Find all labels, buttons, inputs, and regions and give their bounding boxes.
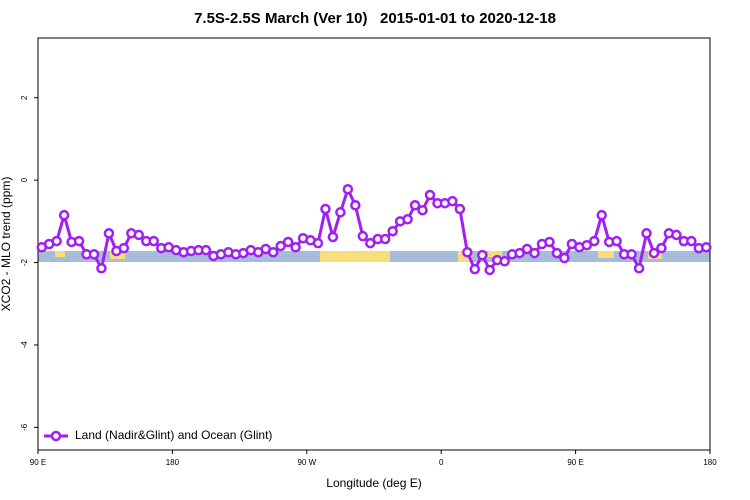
x-tick-label: 180 <box>703 458 717 467</box>
point <box>559 252 570 264</box>
point <box>648 247 660 259</box>
point <box>200 244 212 256</box>
y-tick-label: -2 <box>20 258 29 266</box>
land-band <box>488 251 502 257</box>
point <box>96 263 107 274</box>
point <box>379 233 391 245</box>
x-axis-label: Longitude (deg E) <box>326 476 421 490</box>
land-band <box>598 251 614 258</box>
point <box>447 195 458 207</box>
point <box>327 231 339 243</box>
land-band <box>320 251 390 262</box>
chart-title: 7.5S-2.5S March (Ver 10) 2015-01-01 to 2… <box>194 10 556 27</box>
point <box>701 242 712 253</box>
point <box>312 237 324 249</box>
land-band <box>55 251 65 257</box>
point <box>387 225 398 237</box>
legend-marker <box>50 430 62 442</box>
point <box>462 246 473 258</box>
x-tick-label: 0 <box>439 458 444 467</box>
point <box>73 235 85 247</box>
point <box>133 229 145 241</box>
point <box>342 183 354 195</box>
point <box>589 235 600 247</box>
point <box>454 203 466 215</box>
point <box>424 189 436 201</box>
x-tick-label: 180 <box>166 458 180 467</box>
point <box>148 235 159 247</box>
point <box>521 243 533 255</box>
point <box>275 240 286 252</box>
point <box>641 228 652 239</box>
point <box>484 264 495 276</box>
legend-label: Land (Nadir&Glint) and Ocean (Glint) <box>75 428 272 442</box>
point <box>469 263 481 275</box>
point <box>103 228 115 239</box>
point <box>596 209 607 221</box>
point <box>335 207 346 218</box>
map-band <box>38 251 710 262</box>
y-tick-label: -4 <box>20 341 29 349</box>
point <box>611 235 622 247</box>
point <box>477 249 488 261</box>
point <box>282 236 294 248</box>
point <box>417 204 428 216</box>
x-tick-label: 90 E <box>567 458 583 467</box>
point <box>290 242 301 253</box>
point <box>626 249 637 260</box>
point <box>58 209 70 221</box>
point <box>671 229 682 241</box>
y-tick-label: 2 <box>20 95 29 100</box>
y-tick-label: 0 <box>20 177 29 182</box>
point <box>514 247 525 259</box>
x-tick-label: 90 E <box>30 458 46 467</box>
y-tick-label: -6 <box>20 423 29 431</box>
point <box>88 249 100 260</box>
point <box>365 237 376 249</box>
point <box>499 256 510 267</box>
point <box>581 239 593 251</box>
point <box>529 247 540 259</box>
point <box>402 214 413 225</box>
point <box>633 263 645 274</box>
point <box>656 242 667 254</box>
point <box>267 246 279 258</box>
point <box>320 203 331 215</box>
point <box>409 200 421 211</box>
point <box>544 236 555 248</box>
y-axis-label: XCO2 - MLO trend (ppm) <box>0 177 13 312</box>
point <box>686 235 697 247</box>
point <box>118 242 130 254</box>
point <box>551 247 563 259</box>
point <box>51 235 62 247</box>
point <box>357 230 369 242</box>
x-tick-label: 90 W <box>297 458 316 467</box>
point <box>350 200 361 211</box>
